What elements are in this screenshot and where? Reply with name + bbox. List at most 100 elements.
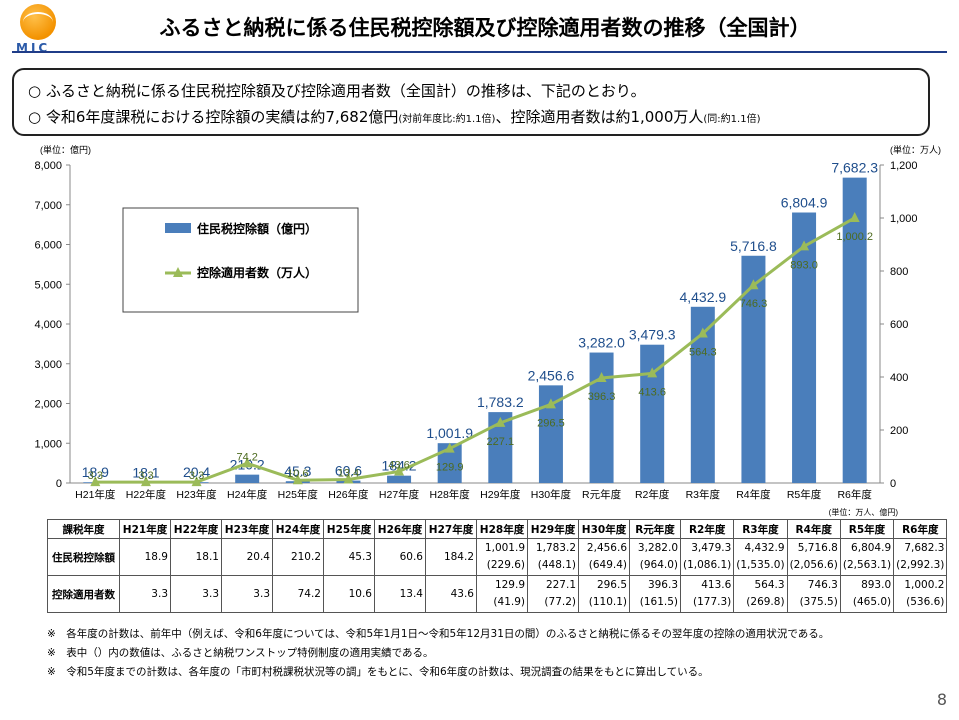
left-tick-label: 0: [56, 478, 62, 490]
legend-bar-swatch: [165, 223, 191, 233]
table-cell: 746.3 (375.5): [786, 575, 841, 613]
right-tick-label: 600: [890, 319, 908, 331]
table-cell: 3.3: [119, 575, 171, 613]
cell-onestop-value: (269.8): [746, 596, 785, 608]
table-cell: 18.1: [170, 538, 222, 576]
left-tick-label: 5,000: [34, 279, 62, 291]
cell-value: 3.3: [202, 588, 219, 600]
x-tick-label: R2年度: [635, 488, 670, 501]
cell-onestop-value: (2,563.1): [842, 559, 892, 571]
table-cell: 45.3: [323, 538, 375, 576]
bar-value-label: 6,804.9: [781, 195, 828, 211]
table-cell: 3,479.3 (1,086.1): [679, 538, 735, 576]
summary-ratio-2: (同:約1.1倍): [703, 114, 761, 125]
bar-deduction: [235, 474, 260, 483]
bar-value-label: 7,682.3: [831, 160, 878, 176]
line-marker-triangle-icon: [394, 465, 405, 476]
cell-value: 413.6: [701, 579, 732, 591]
line-value-label: 3.3: [138, 470, 153, 482]
table-column-header: R2年度: [679, 519, 735, 539]
cell-onestop-value: (536.6): [906, 596, 945, 608]
cell-value: 210.2: [290, 551, 321, 563]
bar-value-label: 5,716.8: [730, 238, 777, 254]
cell-onestop-value: (964.0): [639, 559, 678, 571]
footnotes: ※ 各年度の計数は、前年中（例えば、令和6年度については、令和5年1月1日～令和…: [47, 625, 829, 682]
mic-logo: MIC: [12, 4, 64, 56]
x-tick-label: H28年度: [430, 488, 471, 501]
bar-value-label: 3,282.0: [578, 335, 625, 351]
bar-value-label: 4,432.9: [679, 289, 726, 305]
x-tick-label: R4年度: [736, 488, 771, 501]
x-tick-label: R6年度: [837, 488, 872, 501]
line-value-label: 1,000.2: [836, 231, 873, 243]
summary-line-2: ○ 令和6年度課税における控除額の実績は約7,682億円(対前年度比:約1.1倍…: [28, 104, 914, 133]
bar-value-label: 20.4: [183, 464, 210, 480]
table-cell: 20.4: [221, 538, 273, 576]
line-marker-triangle-icon: [191, 476, 202, 487]
table-cell: 18.9: [119, 538, 171, 576]
table-cell: 6,804.9 (2,563.1): [839, 538, 895, 576]
right-tick-label: 200: [890, 425, 908, 437]
page-number: 8: [936, 690, 947, 709]
line-marker-triangle-icon: [545, 398, 556, 409]
summary-text-2b: 、控除適用者数は約1,000万人: [495, 108, 704, 126]
left-tick-label: 6,000: [34, 240, 62, 252]
line-marker-triangle-icon: [495, 416, 506, 427]
table-column-header: H28年度: [476, 519, 528, 539]
table-cell: 396.3 (161.5): [629, 575, 681, 613]
cell-value: 296.5: [596, 579, 627, 591]
bar-value-label: 3,479.3: [629, 327, 676, 343]
table-cell: 413.6 (177.3): [679, 575, 735, 613]
table-corner-header: 課税年度: [47, 519, 120, 539]
left-axis-unit: (単位：億円): [40, 144, 91, 155]
cell-value: 43.6: [450, 588, 474, 600]
table-column-header: H29年度: [527, 519, 579, 539]
cell-value: 396.3: [647, 579, 678, 591]
table-column-header: R4年度: [786, 519, 841, 539]
bar-value-label: 45.3: [284, 463, 311, 479]
line-marker-triangle-icon: [444, 442, 455, 453]
table-header-row: 課税年度 H21年度 H22年度 H23年度 H24年度 H25年度 H26年度 H27年度 H…: [47, 519, 948, 539]
footnote: ※ 各年度の計数は、前年中（例えば、令和6年度については、令和5年1月1日～令和…: [47, 628, 830, 640]
table-cell: 43.6: [425, 575, 477, 613]
summary-text-1: ふるさと納税に係る住民税控除額及び控除適用者数（全国計）の推移は、下記のとおり。: [45, 82, 646, 100]
line-value-label: 413.6: [638, 386, 666, 398]
table-cell: 5,716.8 (2,056.6): [786, 538, 841, 576]
line-marker-triangle-icon: [849, 211, 860, 222]
table-column-header: R元年度: [629, 519, 681, 539]
line-value-label: 10.6: [287, 468, 308, 480]
cell-value: 1,000.2: [904, 579, 945, 591]
line-value-label: 43.6: [388, 459, 409, 471]
table-column-header: R5年度: [839, 519, 895, 539]
line-marker-triangle-icon: [596, 371, 607, 382]
table-cell: 1,000.2 (536.6): [893, 575, 948, 613]
table-cell: 10.6: [323, 575, 375, 613]
cell-value: 5,716.8: [797, 542, 838, 554]
summary-line-1: ○ ふるさと納税に係る住民税控除額及び控除適用者数（全国計）の推移は、下記のとお…: [28, 78, 914, 104]
left-tick-label: 1,000: [34, 438, 62, 450]
cell-value: 746.3: [807, 579, 838, 591]
x-tick-label: H21年度: [75, 488, 116, 501]
cell-onestop-value: (2,992.3): [896, 559, 945, 571]
cell-value: 6,804.9: [851, 542, 892, 554]
table-cell: 227.1 (77.2): [527, 575, 579, 613]
cell-value: 60.6: [399, 551, 423, 563]
table-cell: 296.5 (110.1): [578, 575, 630, 613]
cell-value: 3,479.3: [691, 542, 732, 554]
table-body: 住民税控除額 18.9 18.1 20.4 210.2 45.3 60.6 184.2 1,00…: [47, 538, 948, 613]
line-value-label: 746.3: [740, 298, 768, 310]
cell-value: 3.3: [253, 588, 270, 600]
cell-value: 129.9: [494, 579, 525, 591]
cell-value: 3.3: [151, 588, 168, 600]
bar-deduction: [842, 177, 867, 483]
line-value-label: 3.3: [88, 470, 103, 482]
sun-logo-icon: [20, 4, 56, 40]
table-column-header: R3年度: [733, 519, 788, 539]
table-cell: 210.2: [272, 538, 324, 576]
table-column-header: H27年度: [425, 519, 477, 539]
bar-deduction: [792, 212, 817, 483]
table-column-header: R6年度: [893, 519, 948, 539]
summary-box: ○ ふるさと納税に係る住民税控除額及び控除適用者数（全国計）の推移は、下記のとお…: [12, 68, 930, 136]
line-value-label: 893.0: [790, 259, 818, 271]
cell-onestop-value: (1,535.0): [736, 559, 785, 571]
